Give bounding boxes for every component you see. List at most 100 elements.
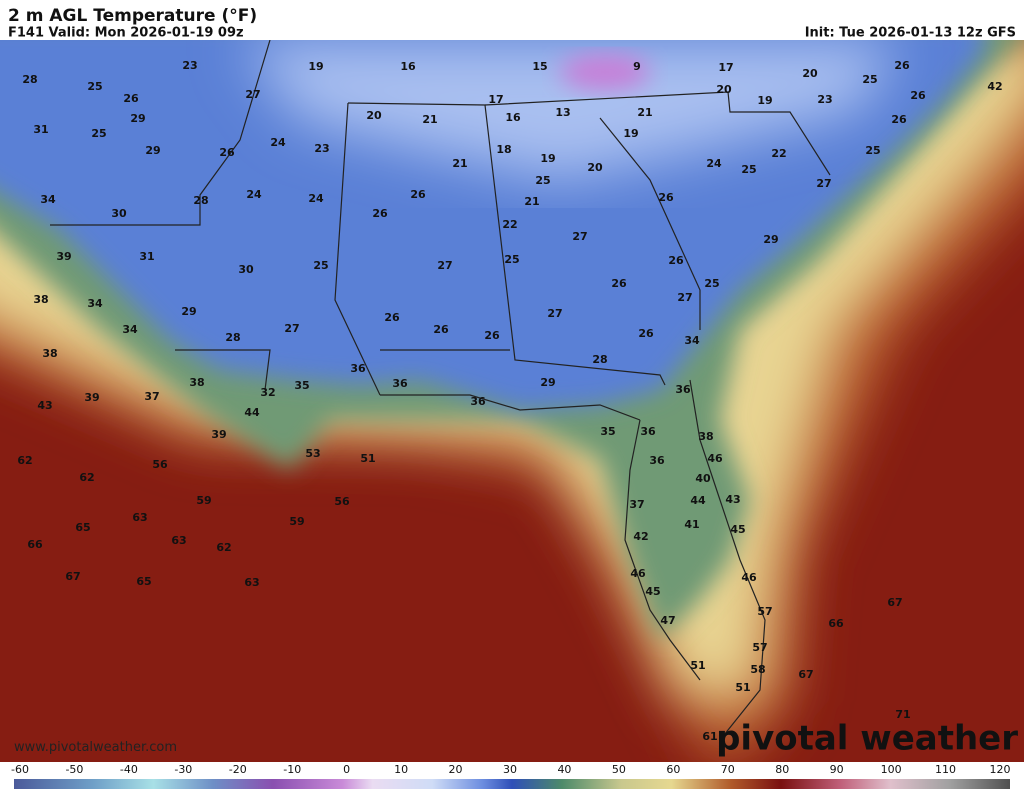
temperature-label: 34 (122, 323, 138, 336)
init-time: Init: Tue 2026-01-13 12z GFS (805, 26, 1016, 41)
temperature-label: 36 (649, 454, 665, 467)
temperature-label: 29 (145, 144, 160, 157)
valid-time: F141 Valid: Mon 2026-01-19 09z (8, 26, 244, 41)
temperature-label: 20 (366, 109, 382, 122)
temperature-label: 62 (79, 471, 94, 484)
temperature-label: 51 (690, 659, 705, 672)
temperature-label: 34 (87, 297, 103, 310)
title: 2 m AGL Temperature (°F) (8, 6, 257, 26)
colorbar-tick-label: 100 (881, 763, 902, 776)
temperature-label: 44 (690, 494, 706, 507)
temperature-label: 63 (171, 534, 186, 547)
temperature-label: 44 (244, 406, 260, 419)
colorbar-tick-label: 20 (449, 763, 463, 776)
temperature-label: 32 (260, 386, 275, 399)
temperature-label: 35 (600, 425, 615, 438)
temperature-label: 29 (763, 233, 778, 246)
temperature-label: 15 (532, 60, 547, 73)
temperature-label: 63 (132, 511, 147, 524)
temperature-label: 19 (308, 60, 323, 73)
temperature-label: 31 (33, 123, 48, 136)
temperature-label: 25 (704, 277, 719, 290)
temperature-label: 58 (750, 663, 765, 676)
colorbar-tick-label: -10 (283, 763, 301, 776)
temperature-label: 26 (410, 188, 426, 201)
temperature-label: 46 (707, 452, 723, 465)
temperature-label: 37 (629, 498, 644, 511)
temperature-label: 41 (684, 518, 699, 531)
temperature-label: 57 (752, 641, 767, 654)
temperature-label: 23 (314, 142, 329, 155)
temperature-label: 28 (592, 353, 607, 366)
temperature-label: 27 (437, 259, 452, 272)
colorbar-tick-label: -30 (174, 763, 192, 776)
temperature-label: 51 (735, 681, 750, 694)
temperature-label: 46 (741, 571, 757, 584)
temperature-label: 38 (698, 430, 713, 443)
colorbar-tick-label: 30 (503, 763, 517, 776)
temperature-label: 21 (422, 113, 437, 126)
temperature-label: 38 (42, 347, 57, 360)
temperature-label: 24 (308, 192, 324, 205)
colorbar-tick-label: -50 (65, 763, 83, 776)
temperature-label: 19 (540, 152, 555, 165)
colorbar-tick-label: 60 (666, 763, 680, 776)
temperature-label: 24 (270, 136, 286, 149)
temperature-label: 43 (37, 399, 52, 412)
temperature-label: 53 (305, 447, 320, 460)
temperature-label: 24 (706, 157, 722, 170)
temperature-label: 23 (182, 59, 197, 72)
colorbar (14, 779, 1010, 789)
temperature-label: 25 (313, 259, 328, 272)
temperature-label: 29 (181, 305, 196, 318)
temperature-label: 26 (910, 89, 926, 102)
temperature-label: 27 (547, 307, 562, 320)
temperature-label: 26 (658, 191, 674, 204)
temperature-label: 39 (56, 250, 71, 263)
temperature-label: 62 (17, 454, 32, 467)
temperature-label: 17 (718, 61, 733, 74)
colorbar-ticks: -60 -50 -40 -30 -20 -10 0 10 20 30 40 50 60 70 80 90 100… (11, 763, 1010, 776)
colorbar-tick-label: -60 (11, 763, 29, 776)
colorbar-tick-label: -20 (229, 763, 247, 776)
temperature-label: 26 (611, 277, 627, 290)
temperature-label: 45 (730, 523, 745, 536)
temperature-label: 47 (660, 614, 675, 627)
temperature-label: 59 (289, 515, 304, 528)
temperature-label: 27 (677, 291, 692, 304)
temperature-label: 37 (144, 390, 159, 403)
colorbar-tick-label: 70 (721, 763, 735, 776)
temperature-label: 36 (470, 395, 486, 408)
temperature-label: 27 (572, 230, 587, 243)
temperature-label: 59 (196, 494, 211, 507)
temperature-label: 20 (802, 67, 818, 80)
temperature-label: 26 (638, 327, 654, 340)
temperature-label: 36 (350, 362, 366, 375)
temperature-label: 26 (433, 323, 449, 336)
temperature-label: 65 (136, 575, 151, 588)
temperature-label: 13 (555, 106, 570, 119)
temperature-label: 21 (637, 106, 652, 119)
temperature-label: 56 (152, 458, 168, 471)
temperature-label: 26 (668, 254, 684, 267)
temperature-label: 22 (502, 218, 517, 231)
colorbar-tick-label: 120 (990, 763, 1011, 776)
colorbar-tick-label: 40 (557, 763, 571, 776)
temperature-label: 26 (123, 92, 139, 105)
temperature-label: 30 (238, 263, 254, 276)
temperature-label: 30 (111, 207, 127, 220)
temperature-label: 25 (741, 163, 756, 176)
temperature-label: 22 (771, 147, 786, 160)
colorbar-tick-label: 90 (830, 763, 844, 776)
temperature-label: 26 (372, 207, 388, 220)
temperature-label: 40 (695, 472, 711, 485)
temperature-label: 29 (130, 112, 145, 125)
temperature-label: 25 (504, 253, 519, 266)
temperature-label: 20 (587, 161, 603, 174)
temperature-label: 67 (887, 596, 902, 609)
temperature-label: 16 (505, 111, 521, 124)
temperature-label: 21 (452, 157, 467, 170)
temperature-label: 19 (757, 94, 772, 107)
temperature-label: 28 (22, 73, 37, 86)
